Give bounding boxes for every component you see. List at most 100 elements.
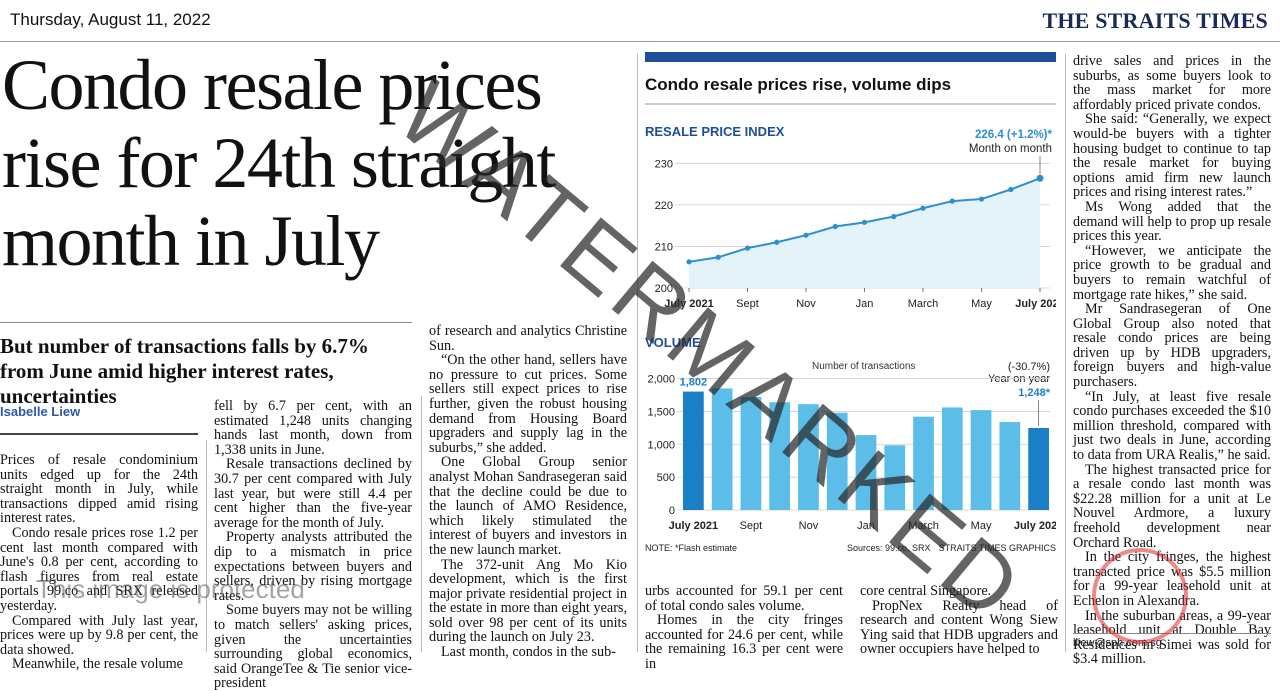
paragraph: urbs accounted for 59.1 per cent of tota… [645,583,843,614]
column-divider [421,396,422,652]
subhead-divider [0,322,412,323]
paragraph: The highest transacted price for a resal… [1073,461,1271,551]
volume-bar-chart: 0 500 1,000 1,500 2,000 1,802 July 2021 Sept Nov… [647,374,1056,532]
price-point [686,259,692,265]
paragraph: Last month, condos in the sub- [441,644,616,661]
price-x-tick-label: Jan [856,298,874,310]
headline-line: rise for 24th straight [2,123,556,203]
volume-y-tick-label: 2,000 [647,374,675,386]
article-column-6: drive sales and prices in the suburbs, a… [1073,54,1271,667]
paragraph: Homes in the city fringes accounted for … [645,612,843,672]
paragraph: Property analysts attributed the dip to … [214,529,412,604]
volume-callout-change: (-30.7%) [1008,361,1050,373]
masthead-divider [0,41,1280,42]
volume-bar [884,445,906,510]
article-subhead: But number of transactions falls by 6.7%… [0,334,369,408]
paragraph: She said: “Generally, we expect would-be… [1073,111,1271,201]
paragraph: core central Singapore. [860,583,992,599]
paragraph: Some buyers may not be willing to match … [214,602,412,691]
paragraph: Resale transactions declined by 30.7 per… [214,456,412,531]
article-column-2: fell by 6.7 per cent, with an estimated … [214,399,412,691]
headline-line: month in July [2,201,380,281]
volume-bar [769,402,791,510]
volume-y-tick-label: 1,500 [647,406,675,418]
paragraph: “On the other hand, sellers have no pres… [429,352,627,456]
headline-line: Condo resale prices [2,45,543,125]
volume-bar [826,412,848,510]
price-area [689,178,1040,288]
article-column-1: Prices of resale condominium units edged… [0,453,198,672]
volume-bar [913,416,934,510]
price-point [832,223,838,230]
paragraph: “However, we anticipate the price growth… [1073,242,1271,303]
article-headline: Condo resale prices rise for 24th straig… [2,46,632,280]
paragraph: “In July, at least five resale condo pur… [1073,388,1271,464]
price-point [803,232,809,238]
volume-callout-value: 1,248* [1018,387,1051,399]
price-point [1008,186,1014,193]
article-column-3: of research and analytics Christine Sun.… [429,324,627,660]
price-callout-value: 226.4 (+1.2%)* [975,129,1053,141]
price-point [949,198,955,204]
paragraph: Meanwhile, the resale volume [12,656,183,673]
volume-y-tick-label: 1,000 [647,439,675,451]
paragraph: Condo resale prices rose 1.2 per cent la… [0,524,198,614]
price-point [1036,174,1044,182]
price-point [978,196,985,202]
chart-credit: STRAITS TIMES GRAPHICS [939,543,1056,553]
volume-bar [999,422,1021,510]
price-index-chart: 200 210 220 230 July 2021 Sept Nov Jan March May J… [655,156,1056,310]
volume-x-tick-label: May [971,520,992,532]
masthead-logo: THE STRAITS TIMES [1042,8,1268,33]
price-y-tick-label: 230 [655,158,673,170]
price-point [891,213,897,220]
volume-y-tick-label: 0 [669,505,675,517]
price-y-tick-label: 220 [655,200,673,212]
issue-date: Thursday, August 11, 2022 [10,10,211,29]
paragraph: fell by 6.7 per cent, with an estimated … [214,398,412,458]
volume-chart-subtitle: VOLUME [645,335,701,350]
protected-notice: This image is protected [36,574,305,604]
paragraph: Ms Wong added that the demand will help … [1073,198,1271,245]
price-x-tick-label: July 2022 [1015,298,1056,310]
volume-x-tick-label: Sept [740,520,763,532]
volume-bar [855,435,877,510]
volume-bar [683,391,704,510]
price-chart-subtitle: RESALE PRICE INDEX [645,124,785,139]
paragraph: One Global Group senior analyst Mohan Sa… [429,454,627,558]
volume-bar [970,410,992,510]
volume-legend: Number of transactions [812,361,915,372]
volume-bar [1028,427,1049,510]
price-point [744,245,751,251]
volume-x-tick-label: July 2022 [1014,520,1056,532]
column-divider [206,440,207,652]
byline: Isabelle Liew [0,404,81,419]
seal-stamp [1092,548,1188,644]
paragraph: Prices of resale condominium units edged… [0,452,198,527]
volume-x-tick-label: March [908,520,939,532]
byline-divider [0,433,198,435]
paragraph: The 372-unit Ang Mo Kio development, whi… [429,556,627,646]
volume-bar [711,388,733,510]
price-x-tick-label: Nov [796,298,816,310]
volume-bar [798,404,819,510]
chart-note: NOTE: *Flash estimate [645,543,737,553]
column-divider [637,54,638,652]
volume-y-tick-label: 500 [657,472,675,484]
volume-callout-note: Year on year [988,373,1050,385]
volume-bar [740,396,762,510]
price-x-tick-label: July 2021 [664,298,714,310]
price-y-tick-label: 200 [655,283,673,295]
price-callout-note: Month on month [969,143,1052,155]
price-point [715,254,721,260]
paragraph: Compared with July last year, prices wer… [0,612,198,658]
volume-x-tick-label: Jan [857,520,875,532]
volume-bar [941,407,963,510]
price-x-tick-label: May [971,298,992,310]
paragraph: PropNex Realty head of research and cont… [860,597,1058,658]
price-x-tick-label: Sept [736,298,759,310]
volume-x-tick-label: July 2021 [669,520,719,532]
price-y-tick-label: 210 [655,241,673,253]
chart-graphic: Condo resale prices rise, volume dips RE… [645,52,1056,553]
paragraph: of research and analytics Christine Sun. [429,323,627,354]
